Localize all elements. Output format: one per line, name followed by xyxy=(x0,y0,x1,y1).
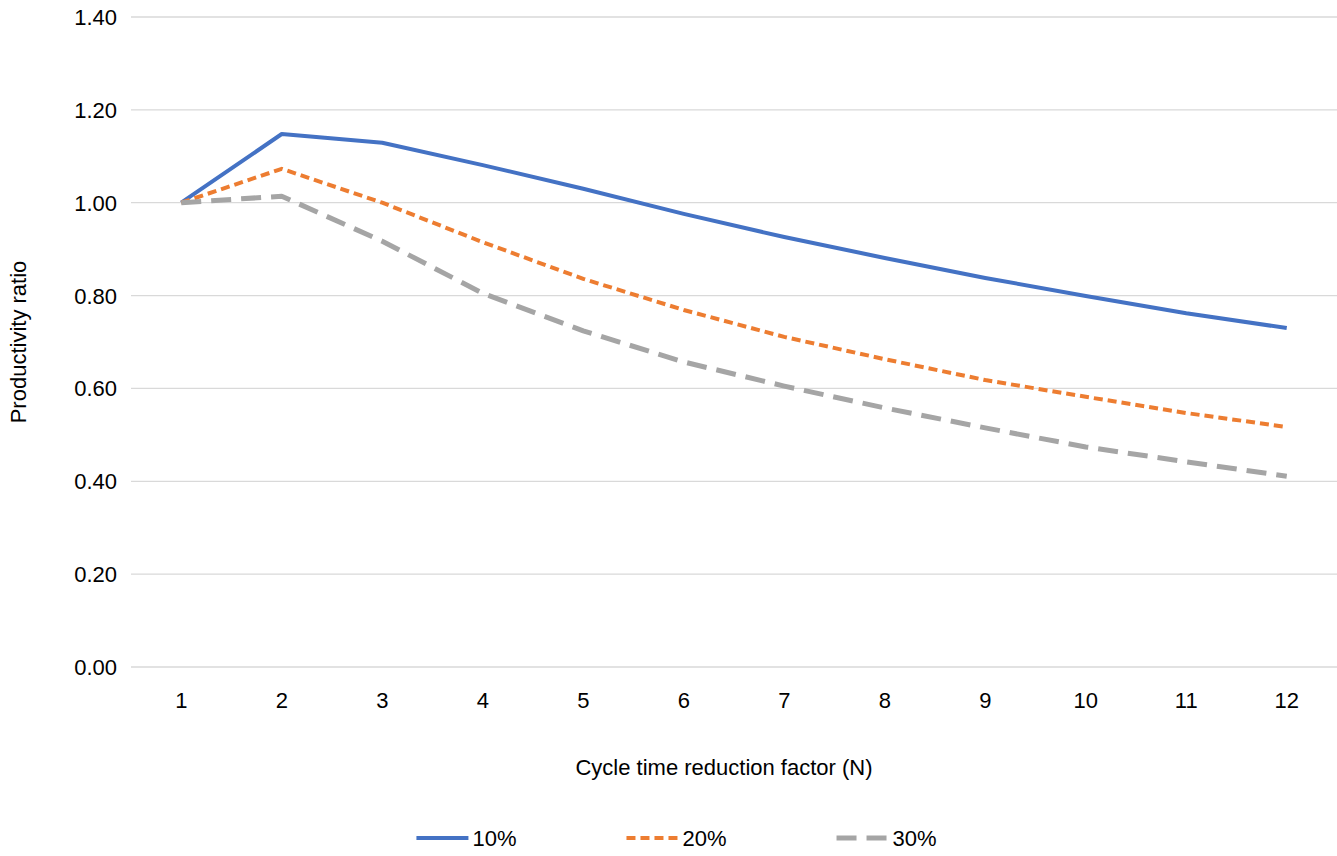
y-tick-label: 0.00 xyxy=(74,655,117,680)
grid-line xyxy=(131,295,1337,296)
legend-item: 10% xyxy=(416,826,516,851)
legend-swatch xyxy=(416,836,468,840)
legend-item: 20% xyxy=(626,826,726,851)
x-tick-label: 8 xyxy=(879,688,891,713)
x-tick-label: 3 xyxy=(376,688,388,713)
y-tick-label: 0.80 xyxy=(74,284,117,309)
x-tick-label: 1 xyxy=(175,688,187,713)
x-tick-label: 9 xyxy=(979,688,991,713)
series-line xyxy=(181,169,1287,427)
x-tick-label: 2 xyxy=(276,688,288,713)
legend-label: 20% xyxy=(682,826,726,851)
x-tick-label: 7 xyxy=(778,688,790,713)
series-line xyxy=(181,196,1287,476)
y-tick-label: 0.40 xyxy=(74,469,117,494)
grid-line xyxy=(131,666,1337,667)
grid xyxy=(131,17,1337,667)
grid-line xyxy=(131,202,1337,203)
legend-item: 30% xyxy=(837,826,937,851)
grid-line xyxy=(131,16,1337,17)
series-line xyxy=(181,134,1287,328)
grid-line xyxy=(131,573,1337,574)
x-tick-label: 5 xyxy=(577,688,589,713)
legend-label: 30% xyxy=(893,826,937,851)
plot-lines xyxy=(181,134,1287,476)
x-tick-label: 4 xyxy=(477,688,489,713)
x-tick-label: 6 xyxy=(678,688,690,713)
chart-svg: 0.000.200.400.600.801.001.201.4012345678… xyxy=(0,0,1337,856)
legend-swatch xyxy=(837,836,889,841)
grid-line xyxy=(131,109,1337,110)
y-tick-label: 1.40 xyxy=(74,5,117,30)
x-tick-label: 12 xyxy=(1275,688,1299,713)
y-tick-label: 1.00 xyxy=(74,191,117,216)
grid-line xyxy=(131,481,1337,482)
y-tick-label: 1.20 xyxy=(74,98,117,123)
legend: 10% 20% 30% xyxy=(416,826,936,851)
x-axis-title: Cycle time reduction factor (N) xyxy=(575,755,872,780)
grid-line xyxy=(131,388,1337,389)
legend-label: 10% xyxy=(472,826,516,851)
y-tick-label: 0.20 xyxy=(74,562,117,587)
y-axis-title: Productivity ratio xyxy=(6,261,31,424)
legend-swatch xyxy=(626,836,678,840)
y-tick-label: 0.60 xyxy=(74,376,117,401)
x-tick-label: 11 xyxy=(1175,688,1198,713)
chart-container: 0.000.200.400.600.801.001.201.4012345678… xyxy=(0,0,1337,856)
x-tick-label: 10 xyxy=(1074,688,1098,713)
